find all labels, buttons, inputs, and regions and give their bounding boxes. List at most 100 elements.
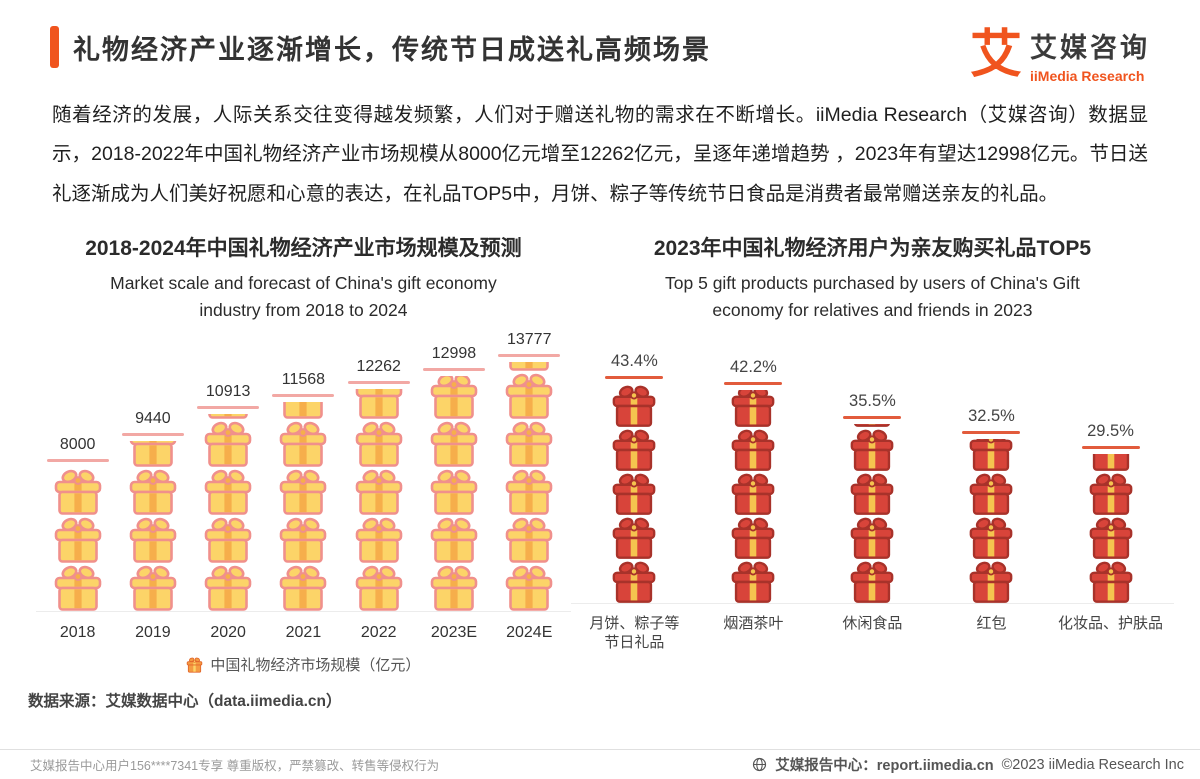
legend-label: 中国礼物经济市场规模（亿元）	[210, 657, 421, 675]
gift-box-icon	[970, 562, 1013, 604]
gift-box-icon	[732, 474, 775, 516]
market-scale-chart: 2018-2024年中国礼物经济产业市场规模及预测 Market scale a…	[36, 218, 571, 675]
title-block: 礼物经济产业逐渐增长，传统节日成送礼高频场景	[50, 26, 711, 68]
gift-box-icon	[1089, 474, 1132, 516]
gift-box-icon	[355, 566, 402, 612]
gift-box-icon	[54, 518, 101, 564]
bar-value-label: 43.4%	[610, 352, 658, 371]
bar-column: 29.5% 化妆品、护肤品	[1051, 422, 1170, 652]
bar-column: 43.4% 月饼、粽子等 节日礼品	[575, 352, 694, 652]
gift-box-icon	[129, 441, 177, 468]
bar-cap-line	[843, 416, 902, 420]
chart-title-left: 2018-2024年中国礼物经济产业市场规模及预测	[85, 237, 522, 261]
gift-box-icon	[280, 470, 327, 516]
gift-box-icon	[509, 362, 550, 372]
bar-x-label: 2020	[210, 624, 246, 642]
brand-text: 艾媒咨询 iiMedia Research	[1030, 26, 1150, 84]
bar-cap-line	[272, 394, 335, 398]
gift-box-icon	[732, 562, 775, 604]
gift-box-icon	[505, 470, 553, 516]
top5-gifts-chart: 2023年中国礼物经济用户为亲友购买礼品TOP5 Top 5 gift prod…	[570, 218, 1175, 675]
gift-box-icon	[430, 518, 478, 564]
data-source-note: 数据来源：艾媒数据中心（data.iimedia.cn）	[28, 693, 342, 711]
gift-box-icon	[732, 430, 775, 472]
gift-box-icon	[280, 566, 327, 612]
bar-cap-line	[422, 368, 485, 372]
bar-value-label: 11568	[281, 371, 326, 389]
bar-x-label: 红包	[976, 615, 1007, 633]
footer: 艾媒报告中心用户156****7341专享 尊重版权，严禁篡改、转售等侵权行为 …	[0, 749, 1200, 779]
bar-x-label: 2024E	[506, 624, 553, 642]
gift-bar	[429, 376, 479, 612]
bar-x-label: 烟酒茶叶	[723, 615, 784, 633]
footer-right: 艾媒报告中心：report.iimedia.cn ©2023 iiMedia R…	[752, 754, 1184, 775]
gift-bar	[968, 439, 1014, 604]
gift-box-icon	[129, 518, 177, 564]
gift-box-icon	[204, 470, 252, 516]
gift-bar	[278, 402, 328, 612]
gift-box-icon	[851, 474, 894, 516]
gift-box-icon	[613, 430, 656, 472]
chart-legend: 中国礼物经济市场规模（亿元）	[36, 654, 571, 675]
gift-bar	[128, 441, 178, 612]
globe-icon	[753, 757, 767, 772]
bar-x-label: 2021	[285, 624, 322, 642]
gift-box-icon	[280, 518, 327, 564]
gift-box-icon	[505, 422, 553, 468]
gift-box-icon	[208, 414, 248, 420]
gift-bar	[730, 390, 776, 604]
bar-x-label: 2023E	[430, 624, 478, 642]
gift-box-icon	[355, 389, 402, 420]
gift-bar	[1088, 454, 1134, 604]
gift-box-icon	[430, 566, 478, 612]
bar-cap-line	[1081, 446, 1140, 450]
gift-box-icon	[970, 474, 1013, 516]
gift-bar	[53, 467, 103, 612]
iimedia-brand: 艾 艾媒咨询 iiMedia Research	[970, 26, 1150, 84]
bar-column: 32.5% 红包	[932, 407, 1051, 652]
bar-cap-line	[724, 382, 783, 386]
bar-x-label: 月饼、粽子等 节日礼品	[589, 615, 680, 652]
gift-box-icon	[854, 424, 891, 428]
gift-box-icon	[851, 562, 894, 604]
title-accent-bar	[50, 26, 59, 68]
gift-box-icon	[355, 518, 402, 564]
gift-box-icon	[1089, 562, 1132, 604]
gift-box-icon	[970, 518, 1013, 560]
gift-box-icon	[129, 470, 177, 516]
gift-bar	[203, 414, 253, 612]
gift-box-icon	[204, 566, 252, 612]
bar-value-label: 10913	[205, 383, 251, 401]
bar-cap-line	[121, 433, 184, 437]
header: 礼物经济产业逐渐增长，传统节日成送礼高频场景 艾 艾媒咨询 iiMedia Re…	[0, 0, 1200, 84]
bar-value-label: 9440	[135, 410, 171, 428]
bar-x-label: 休闲食品	[842, 615, 903, 633]
page-title: 礼物经济产业逐渐增长，传统节日成送礼高频场景	[73, 34, 711, 65]
bar-cap-line	[46, 459, 109, 463]
bar-value-label: 8000	[59, 436, 96, 454]
bar-x-label: 2018	[59, 624, 96, 642]
gift-box-icon	[430, 422, 478, 468]
gift-box-icon	[505, 518, 553, 564]
gift-box-icon	[54, 566, 101, 612]
iimedia-logo-icon: 艾	[969, 26, 1022, 84]
bar-column: 35.5% 休闲食品	[813, 392, 932, 652]
gift-bar	[354, 389, 404, 612]
bar-column: 12998 2023E	[416, 345, 491, 652]
chart-title-right: 2023年中国礼物经济用户为亲友购买礼品TOP5	[653, 237, 1092, 261]
gift-box-icon	[1092, 454, 1129, 472]
gift-box-icon	[355, 422, 402, 468]
gift-box-icon	[732, 518, 775, 560]
brand-name-en: iiMedia Research	[1030, 68, 1145, 84]
intro-paragraph: 随着经济的发展，人际关系交往变得越发频繁，人们对于赠送礼物的需求在不断增长。ii…	[52, 104, 1148, 205]
gift-box-icon	[613, 474, 656, 516]
charts-row: 2018-2024年中国礼物经济产业市场规模及预测 Market scale a…	[0, 214, 1200, 675]
bar-value-label: 35.5%	[849, 392, 896, 411]
bar-column: 12262 2022	[341, 358, 416, 652]
gift-box-icon	[613, 562, 656, 604]
chart-subtitle-right: Top 5 gift products purchased by users o…	[665, 273, 1080, 321]
brand-name-cn: 艾媒咨询	[1030, 33, 1150, 63]
bar-cap-line	[498, 354, 561, 358]
gift-box-icon	[613, 386, 656, 428]
